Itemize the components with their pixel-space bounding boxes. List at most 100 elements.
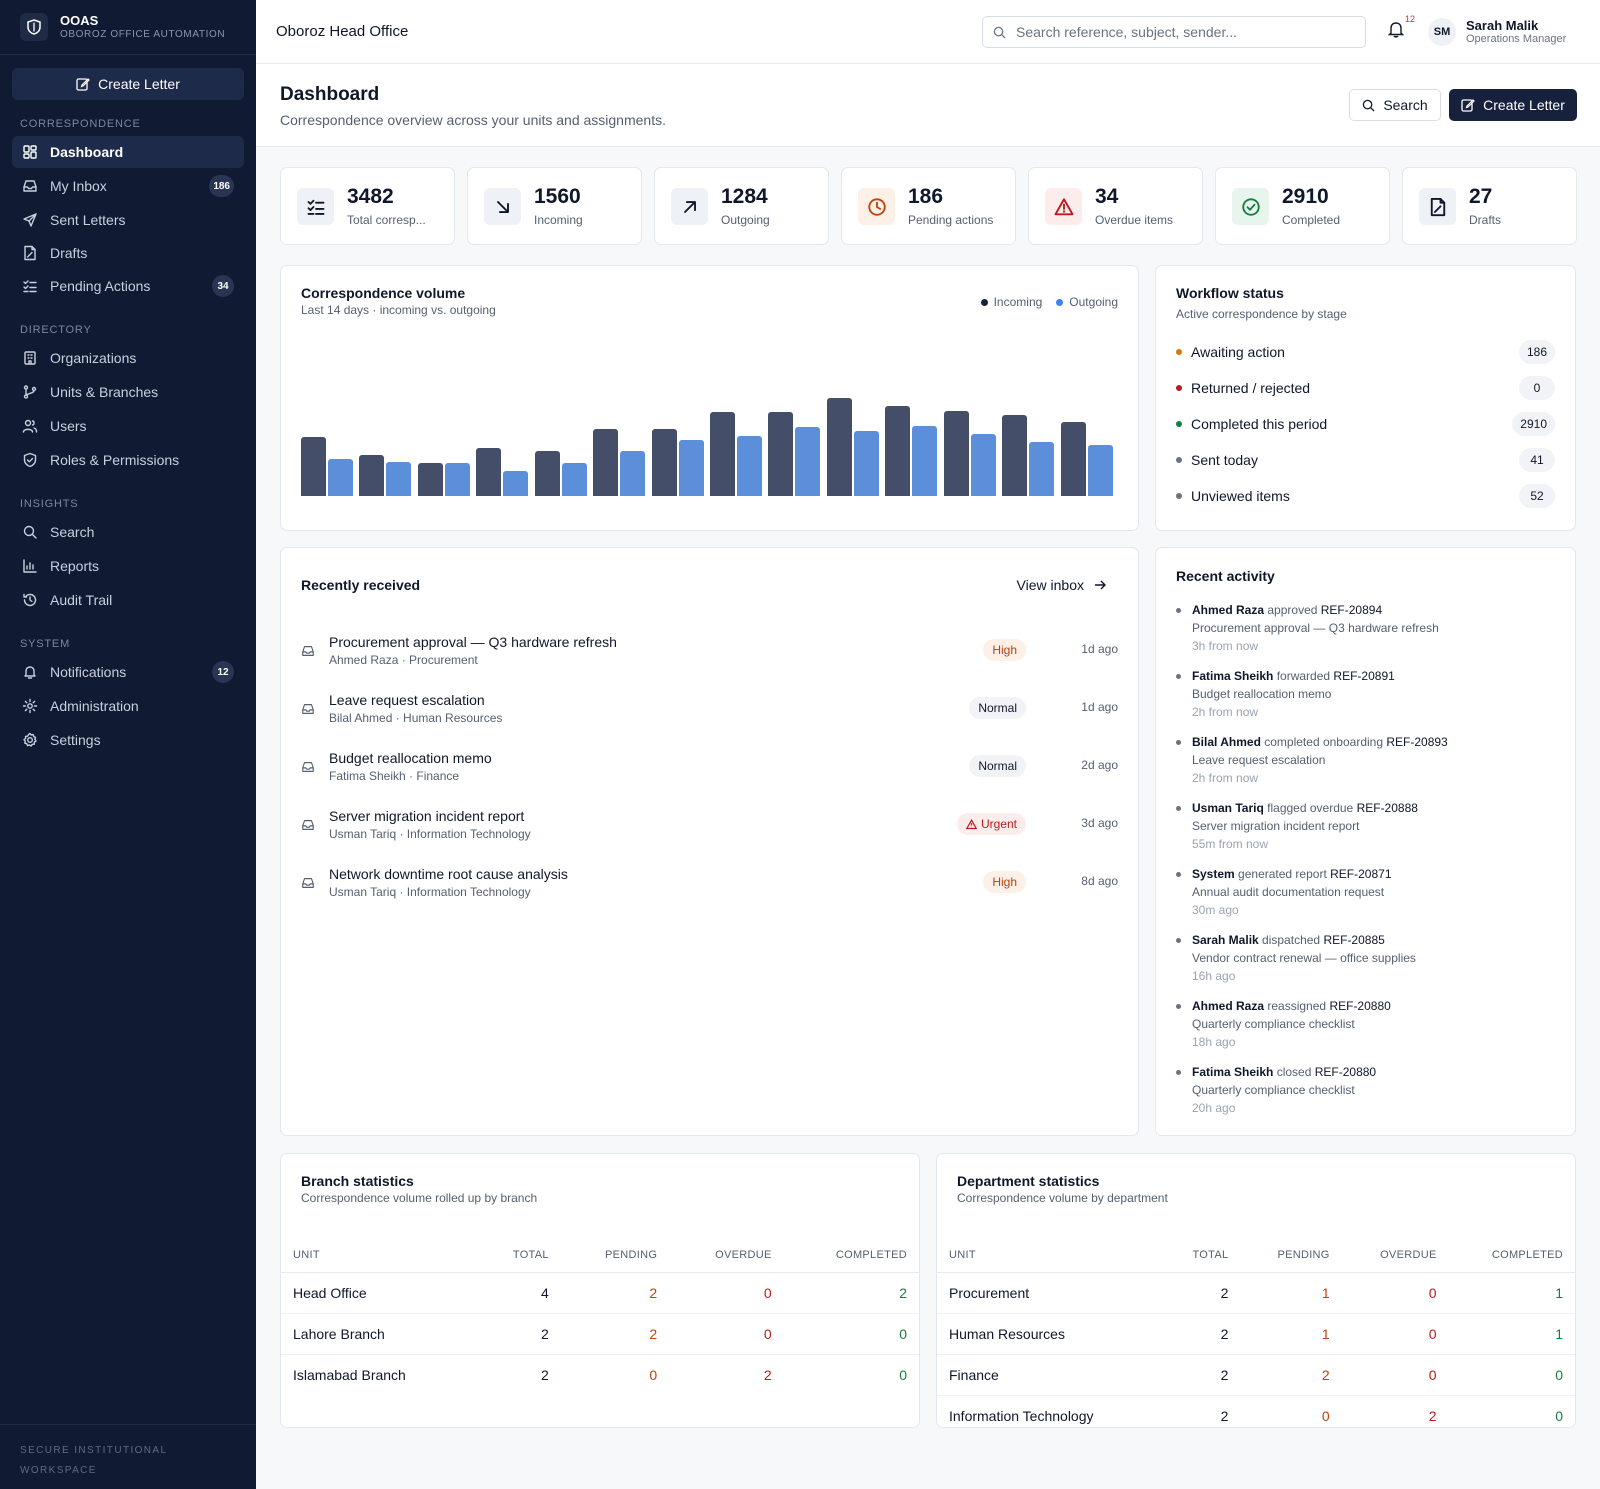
table-cell: 0 [899, 1366, 907, 1383]
list-item[interactable]: Leave request escalation Bilal Ahmed · Hu… [301, 690, 1118, 730]
workflow-label: Sent today [1191, 452, 1258, 468]
sidebar-item-organizations[interactable]: Organizations [12, 342, 244, 374]
view-inbox-link[interactable]: View inbox [1017, 577, 1106, 593]
activity-item[interactable]: System generated report REF-20871 Annual … [1176, 867, 1555, 927]
sidebar-item-label: Pending Actions [50, 278, 151, 294]
arrow-up-right-icon [683, 200, 696, 213]
sidebar-item-drafts[interactable]: Drafts [12, 238, 244, 268]
sidebar-item-search[interactable]: Search [12, 516, 244, 548]
activity-item[interactable]: Usman Tariq flagged overdue REF-20888 Ser… [1176, 801, 1555, 861]
activity-subject: Budget reallocation memo [1192, 687, 1332, 701]
sidebar-footer: SECURE INSTITUTIONAL WORKSPACE [0, 1424, 256, 1489]
sidebar-item-audit-trail[interactable]: Audit Trail [12, 584, 244, 616]
table-cell: 0 [1448, 1354, 1575, 1396]
department-statistics-card: Department statistics Correspondence vol… [936, 1153, 1576, 1428]
workflow-label: Unviewed items [1191, 488, 1290, 504]
list-item[interactable]: Procurement approval — Q3 hardware refre… [301, 632, 1118, 672]
list-item[interactable]: Network downtime root cause analysis Usma… [301, 864, 1118, 904]
sidebar-create-letter-button[interactable]: Create Letter [12, 68, 244, 100]
stat-card-total-corresp[interactable]: 3482 Total corresp... [280, 167, 455, 245]
workflow-row-sent-today[interactable]: Sent today 41 [1176, 448, 1555, 472]
sidebar-item-administration[interactable]: Administration [12, 690, 244, 722]
stat-label: Overdue items [1095, 213, 1174, 227]
count-badge: 34 [212, 275, 234, 297]
table-cell: Lahore Branch [281, 1313, 476, 1355]
priority-badge: Urgent [956, 813, 1026, 835]
activity-dot [1176, 1004, 1181, 1009]
shield-icon [23, 452, 37, 468]
sidebar-item-settings[interactable]: Settings [12, 724, 244, 756]
workflow-row-awaiting-action[interactable]: Awaiting action 186 [1176, 340, 1555, 364]
chart-legend: Incoming Outgoing [980, 295, 1118, 309]
activity-actor: Ahmed Raza [1192, 999, 1265, 1013]
stat-card-incoming[interactable]: 1560 Incoming [467, 167, 642, 245]
sidebar-item-label: Search [50, 524, 95, 540]
draft-icon [24, 245, 36, 261]
notification-bell-icon[interactable] [1388, 20, 1404, 38]
sidebar-item-users[interactable]: Users [12, 410, 244, 442]
stat-card-outgoing[interactable]: 1284 Outgoing [654, 167, 829, 245]
table-cell: 2 [475, 1313, 561, 1355]
workflow-status-card: Workflow status Active correspondence by… [1155, 265, 1576, 531]
activity-dot [1176, 1070, 1181, 1075]
avatar[interactable]: SM [1428, 18, 1456, 46]
user-name[interactable]: Sarah Malik [1466, 18, 1539, 33]
stat-card-completed[interactable]: 2910 Completed [1215, 167, 1390, 245]
sidebar-item-my-inbox[interactable]: My Inbox 186 [12, 170, 244, 202]
activity-item[interactable]: Sarah Malik dispatched REF-20885 Vendor c… [1176, 933, 1555, 993]
search-button[interactable]: Search [1349, 89, 1441, 121]
list-item[interactable]: Server migration incident report Usman Ta… [301, 806, 1118, 846]
workflow-row-completed-this-period[interactable]: Completed this period 2910 [1176, 412, 1555, 436]
table-cell: Islamabad Branch [293, 1366, 406, 1383]
table-row[interactable]: Finance 2 2 0 0 [937, 1354, 1575, 1396]
inbox-icon [302, 820, 314, 830]
sidebar-item-roles-and-permissions[interactable]: Roles & Permissions [12, 444, 244, 476]
stat-value: 186 [908, 185, 944, 208]
table-row[interactable]: Procurement 2 1 0 1 [937, 1272, 1575, 1314]
stat-label: Completed [1282, 213, 1341, 227]
workflow-title: Workflow status [1176, 285, 1284, 301]
sidebar-item-units-and-branches[interactable]: Units & Branches [12, 376, 244, 408]
sidebar-item-label: Notifications [50, 664, 127, 680]
branch-statistics-subtitle: Correspondence volume rolled up by branc… [301, 1191, 538, 1205]
table-cell: 2 [1160, 1272, 1241, 1314]
sidebar-item-label: Sent Letters [50, 212, 126, 228]
stat-card-pending-actions[interactable]: 186 Pending actions [841, 167, 1016, 245]
workflow-row-returned-rejected[interactable]: Returned / rejected 0 [1176, 376, 1555, 400]
stat-card-drafts[interactable]: 27 Drafts [1402, 167, 1577, 245]
table-cell: 2 [560, 1272, 670, 1314]
table-row[interactable]: Islamabad Branch 2 0 2 0 [281, 1354, 919, 1395]
nav-section-title: DIRECTORY [20, 324, 92, 336]
sidebar-nav: CORRESPONDENCE Dashboard My Inbox 186 Sent L… [0, 118, 256, 756]
bar-outgoing [679, 440, 704, 496]
stat-value: 1284 [721, 185, 768, 208]
topbar: Oboroz Head Office Search reference, sub… [256, 0, 1600, 64]
sidebar-item-sent-letters[interactable]: Sent Letters [12, 204, 244, 236]
activity-item[interactable]: Fatima Sheikh forwarded REF-20891 Budget … [1176, 669, 1555, 729]
table-row[interactable]: Lahore Branch 2 2 0 0 [281, 1313, 919, 1355]
bar-outgoing [1088, 445, 1113, 496]
warning-icon [1054, 197, 1073, 215]
sidebar-item-pending-actions[interactable]: Pending Actions 34 [12, 270, 244, 302]
workflow-label: Completed this period [1191, 416, 1328, 432]
table-row[interactable]: Human Resources 2 1 0 1 [937, 1313, 1575, 1355]
global-search-input[interactable]: Search reference, subject, sender... [982, 16, 1366, 48]
table-row[interactable]: Information Technology 2 0 2 0 [937, 1395, 1575, 1436]
activity-item[interactable]: Bilal Ahmed completed onboarding REF-208… [1176, 735, 1555, 795]
create-letter-button[interactable]: Create Letter [1449, 89, 1577, 121]
activity-time: 2h from now [1192, 705, 1259, 719]
stat-card-overdue-items[interactable]: 34 Overdue items [1028, 167, 1203, 245]
activity-item[interactable]: Ahmed Raza approved REF-20894 Procurement… [1176, 603, 1555, 663]
sidebar-item-notifications[interactable]: Notifications 12 [12, 656, 244, 688]
activity-actor: Fatima Sheikh [1192, 1065, 1274, 1079]
activity-item[interactable]: Fatima Sheikh closed REF-20880 Quarterly … [1176, 1065, 1555, 1125]
sidebar-item-dashboard[interactable]: Dashboard [12, 136, 244, 168]
volume-chart-card: Correspondence volume Last 14 days · inc… [280, 265, 1139, 531]
sidebar-item-reports[interactable]: Reports [12, 550, 244, 582]
workflow-row-unviewed-items[interactable]: Unviewed items 52 [1176, 484, 1555, 508]
priority-badge: Normal [969, 697, 1026, 719]
table-row[interactable]: Head Office 4 2 0 2 [281, 1272, 919, 1314]
list-item[interactable]: Budget reallocation memo Fatima Sheikh · … [301, 748, 1118, 788]
recently-received-title: Recently received [301, 577, 421, 593]
activity-item[interactable]: Ahmed Raza reassigned REF-20880 Quarterly… [1176, 999, 1555, 1059]
